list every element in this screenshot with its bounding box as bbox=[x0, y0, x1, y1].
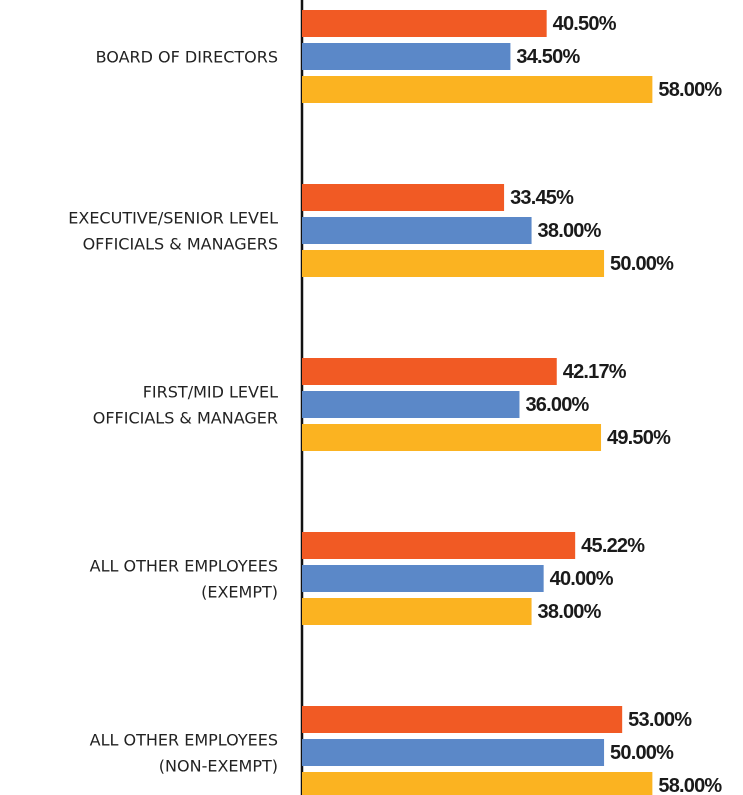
value-label: 50.00% bbox=[610, 742, 674, 764]
value-label: 53.00% bbox=[628, 709, 692, 731]
category-line: OFFICIALS & MANAGERS bbox=[83, 235, 278, 254]
category-line: EXECUTIVE/SENIOR LEVEL bbox=[68, 209, 278, 228]
category-line: BOARD OF DIRECTORS bbox=[96, 48, 278, 67]
bar bbox=[302, 250, 605, 277]
value-label: 58.00% bbox=[658, 775, 722, 795]
bar bbox=[302, 739, 605, 766]
bar bbox=[302, 76, 653, 103]
bar bbox=[302, 184, 505, 211]
category-line: (NON-EXEMPT) bbox=[159, 757, 278, 776]
bar bbox=[302, 43, 511, 70]
category-line: ALL OTHER EMPLOYEES bbox=[90, 557, 278, 576]
value-label: 34.50% bbox=[516, 46, 580, 68]
bar bbox=[302, 424, 602, 451]
bar bbox=[302, 391, 520, 418]
bar bbox=[302, 706, 623, 733]
category-line: FIRST/MID LEVEL bbox=[143, 383, 278, 402]
bar bbox=[302, 532, 576, 559]
value-label: 40.50% bbox=[553, 13, 617, 35]
value-label: 42.17% bbox=[563, 361, 627, 383]
bar bbox=[302, 358, 557, 385]
value-label: 49.50% bbox=[607, 427, 671, 449]
bar bbox=[302, 10, 547, 37]
category-label: BOARD OF DIRECTORS bbox=[96, 48, 278, 67]
value-label: 33.45% bbox=[510, 187, 574, 209]
bar bbox=[302, 598, 532, 625]
bar bbox=[302, 565, 544, 592]
category-label: ALL OTHER EMPLOYEES (EXEMPT) bbox=[90, 557, 278, 602]
value-label: 45.22% bbox=[581, 535, 645, 557]
value-label: 36.00% bbox=[525, 394, 589, 416]
bar bbox=[302, 772, 653, 795]
category-line: (EXEMPT) bbox=[201, 583, 278, 602]
value-label: 38.00% bbox=[538, 220, 602, 242]
category-label: EXECUTIVE/SENIOR LEVEL OFFICIALS & MANAGE… bbox=[68, 209, 278, 254]
category-line: ALL OTHER EMPLOYEES bbox=[90, 731, 278, 750]
category-line: OFFICIALS & MANAGER bbox=[93, 409, 278, 428]
value-label: 50.00% bbox=[610, 253, 674, 275]
value-label: 38.00% bbox=[538, 601, 602, 623]
value-label: 58.00% bbox=[658, 79, 722, 101]
category-label: ALL OTHER EMPLOYEES (NON-EXEMPT) bbox=[90, 731, 278, 776]
value-label: 40.00% bbox=[550, 568, 614, 590]
category-label: FIRST/MID LEVEL OFFICIALS & MANAGER bbox=[93, 383, 278, 428]
bar bbox=[302, 217, 532, 244]
